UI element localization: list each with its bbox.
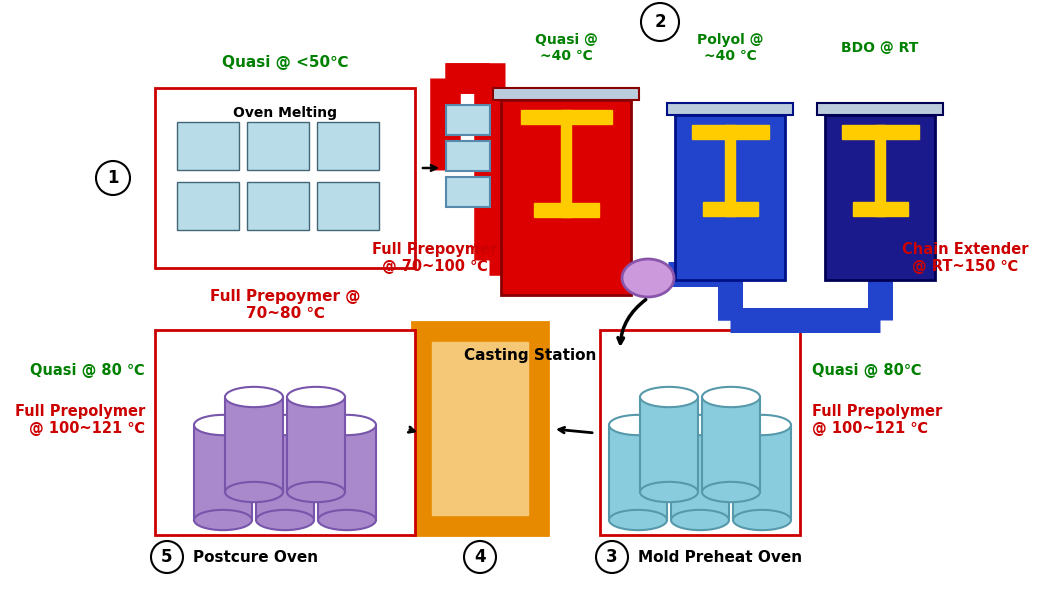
Bar (501, 100, 631, 295)
Ellipse shape (609, 510, 667, 530)
Text: Quasi @ 80℃: Quasi @ 80℃ (812, 362, 922, 378)
Ellipse shape (640, 387, 698, 407)
Bar (177, 122, 239, 170)
Bar (825, 115, 935, 280)
Bar (725, 125, 735, 216)
Ellipse shape (256, 510, 314, 530)
Bar (432, 342, 528, 515)
Text: Full Prepoymer
@ 70~100 ℃: Full Prepoymer @ 70~100 ℃ (373, 242, 498, 274)
Bar (640, 397, 698, 492)
Bar (316, 182, 379, 230)
Bar (520, 110, 612, 124)
Text: Quasi @ 80 ℃: Quasi @ 80 ℃ (30, 362, 145, 378)
Ellipse shape (287, 482, 345, 502)
Ellipse shape (622, 259, 674, 297)
Text: Chain Extender
@ RT~150 ℃: Chain Extender @ RT~150 ℃ (902, 242, 1028, 274)
Ellipse shape (733, 415, 791, 435)
Bar (256, 425, 314, 520)
Text: BDO @ RT: BDO @ RT (841, 41, 919, 55)
Text: 2: 2 (654, 13, 666, 31)
Ellipse shape (640, 482, 698, 502)
Bar (247, 122, 309, 170)
Bar (841, 125, 919, 139)
Bar (609, 425, 667, 520)
Text: 5: 5 (161, 548, 173, 566)
Text: Oven Melting: Oven Melting (233, 106, 337, 120)
Bar (702, 202, 757, 216)
Ellipse shape (318, 510, 376, 530)
Circle shape (464, 541, 496, 573)
Bar (675, 115, 785, 280)
Text: Full Prepolymer
@ 100~121 ℃: Full Prepolymer @ 100~121 ℃ (15, 404, 145, 436)
Circle shape (596, 541, 628, 573)
Ellipse shape (287, 387, 345, 407)
Bar (702, 397, 760, 492)
Bar (247, 182, 309, 230)
Text: Mold Preheat Oven: Mold Preheat Oven (638, 549, 802, 565)
Text: Postcure Oven: Postcure Oven (193, 549, 319, 565)
Circle shape (641, 3, 679, 41)
Bar (155, 88, 415, 268)
Bar (600, 330, 800, 535)
Text: Full Prepoymer @
70~80 ℃: Full Prepoymer @ 70~80 ℃ (210, 289, 360, 321)
Text: Quasi @ <50℃: Quasi @ <50℃ (222, 54, 348, 70)
Bar (412, 322, 548, 535)
Bar (318, 425, 376, 520)
Text: Casting Station: Casting Station (464, 348, 596, 363)
Bar (446, 177, 490, 207)
Ellipse shape (702, 482, 760, 502)
Bar (177, 182, 239, 230)
Circle shape (96, 161, 130, 195)
Ellipse shape (609, 415, 667, 435)
Bar (493, 88, 639, 100)
Ellipse shape (256, 415, 314, 435)
Bar (691, 125, 769, 139)
Bar (194, 425, 252, 520)
Bar (446, 141, 490, 171)
Ellipse shape (671, 415, 729, 435)
Text: Full Prepolymer
@ 100~121 ℃: Full Prepolymer @ 100~121 ℃ (812, 404, 942, 436)
Bar (446, 105, 490, 135)
Bar (225, 397, 282, 492)
Bar (875, 125, 885, 216)
Ellipse shape (733, 510, 791, 530)
Text: Polyol @
~40 ℃: Polyol @ ~40 ℃ (697, 33, 764, 63)
Circle shape (151, 541, 183, 573)
Bar (316, 122, 379, 170)
Ellipse shape (225, 482, 282, 502)
Bar (671, 425, 729, 520)
Bar (667, 103, 793, 115)
Bar (817, 103, 943, 115)
Ellipse shape (671, 510, 729, 530)
Bar (853, 202, 908, 216)
Bar (155, 330, 415, 535)
Ellipse shape (702, 387, 760, 407)
Bar (561, 110, 571, 217)
Ellipse shape (194, 510, 252, 530)
Ellipse shape (318, 415, 376, 435)
Text: Quasi @
~40 ℃: Quasi @ ~40 ℃ (534, 33, 598, 63)
Text: 3: 3 (606, 548, 618, 566)
Ellipse shape (225, 387, 282, 407)
Bar (287, 397, 345, 492)
Ellipse shape (194, 415, 252, 435)
Bar (533, 203, 599, 217)
Text: 1: 1 (107, 169, 119, 187)
Bar (733, 425, 791, 520)
Text: 4: 4 (475, 548, 485, 566)
